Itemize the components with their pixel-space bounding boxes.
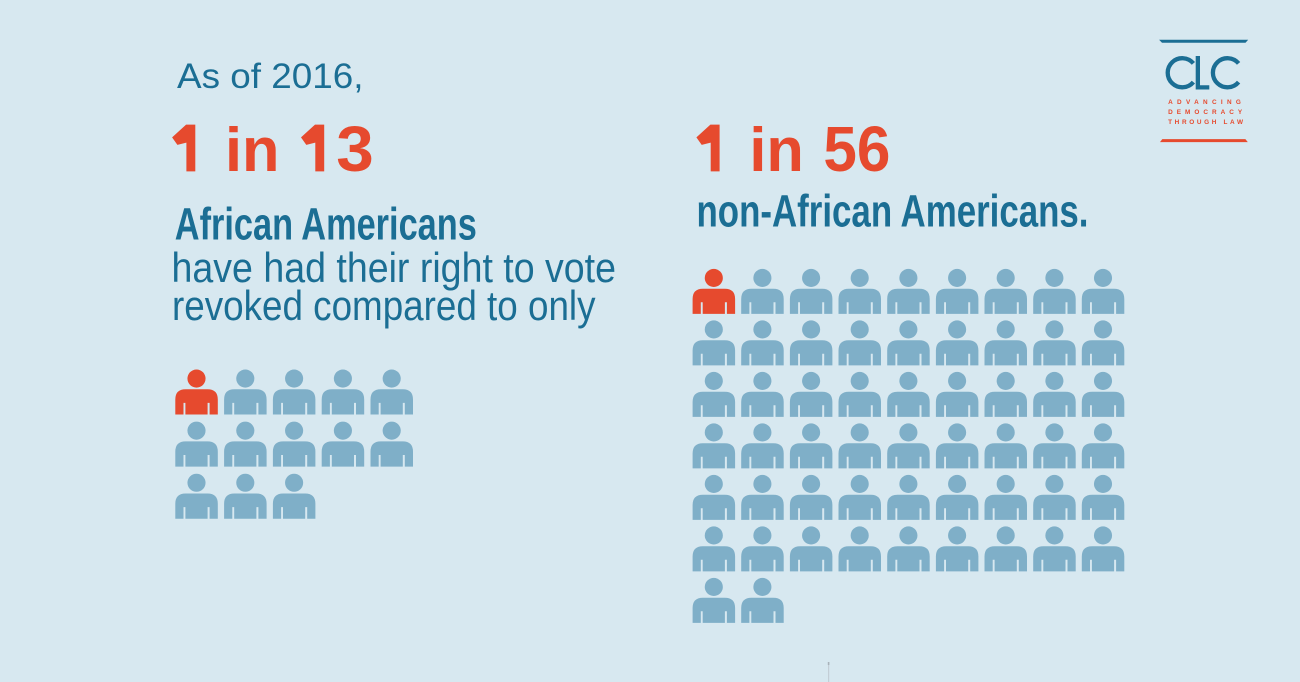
svg-text:African Americans: African Americans — [175, 198, 477, 249]
svg-text:ADVANCING: ADVANCING — [1168, 99, 1245, 106]
svg-text:non-African Americans.: non-African Americans. — [697, 186, 1089, 237]
svg-text:in: in — [225, 116, 280, 185]
svg-text:have had their right to vote: have had their right to vote — [172, 244, 617, 291]
svg-text:As of 2016,: As of 2016, — [177, 57, 364, 96]
svg-text:in: in — [749, 116, 804, 185]
svg-text:3: 3 — [336, 113, 374, 185]
svg-text:56: 56 — [823, 113, 890, 185]
svg-text:DEMOCRACY: DEMOCRACY — [1168, 109, 1245, 116]
svg-text:THROUGH LAW: THROUGH LAW — [1168, 119, 1245, 126]
svg-text:revoked compared to only: revoked compared to only — [172, 282, 596, 329]
